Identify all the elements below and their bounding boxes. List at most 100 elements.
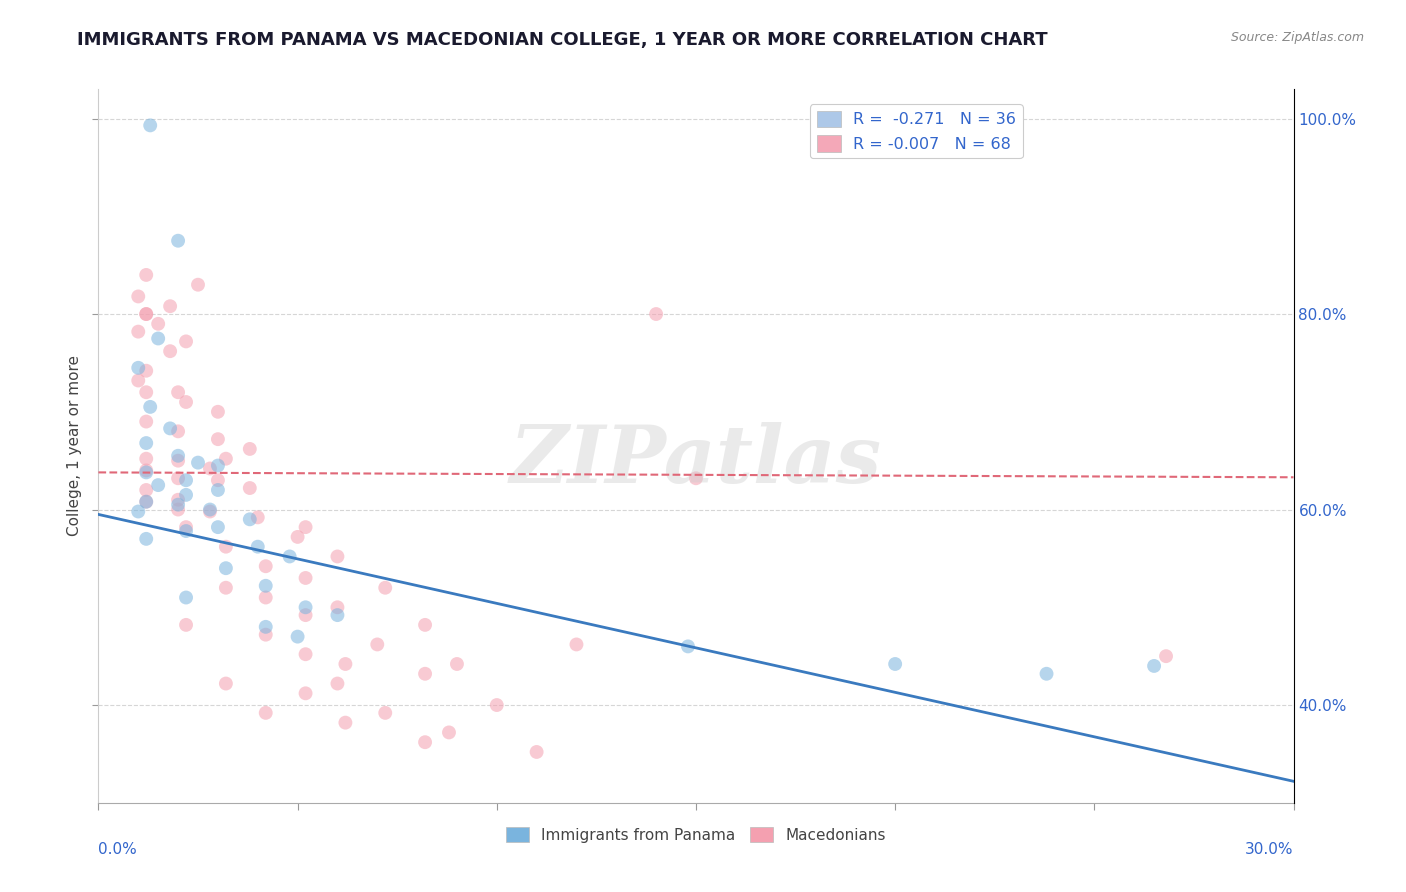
Point xyxy=(127,504,149,518)
Point xyxy=(374,581,396,595)
Point xyxy=(167,425,190,439)
Point xyxy=(139,400,162,414)
Point xyxy=(135,268,157,282)
Point xyxy=(135,436,157,450)
Point xyxy=(254,559,277,574)
Point xyxy=(215,676,238,690)
Point xyxy=(294,686,316,700)
Point xyxy=(167,492,190,507)
Point xyxy=(167,453,190,467)
Point xyxy=(167,234,190,248)
Point xyxy=(254,706,277,720)
Point xyxy=(135,494,157,508)
Point xyxy=(135,483,157,497)
Point xyxy=(215,581,238,595)
Point xyxy=(174,395,197,409)
Point xyxy=(207,405,229,419)
Point xyxy=(198,504,221,518)
Point xyxy=(335,715,357,730)
Point xyxy=(326,608,349,623)
Text: 0.0%: 0.0% xyxy=(98,842,138,856)
Point xyxy=(167,449,190,463)
Point xyxy=(174,591,197,605)
Point xyxy=(174,488,197,502)
Point xyxy=(215,451,238,466)
Point xyxy=(239,442,262,456)
Point xyxy=(246,510,269,524)
Text: ZIPatlas: ZIPatlas xyxy=(510,422,882,499)
Point xyxy=(254,628,277,642)
Point xyxy=(645,307,668,321)
Point xyxy=(437,725,460,739)
Point xyxy=(198,461,221,475)
Point xyxy=(135,451,157,466)
Point xyxy=(215,540,238,554)
Point xyxy=(1154,649,1177,664)
Point xyxy=(174,524,197,538)
Point xyxy=(167,385,190,400)
Point xyxy=(167,498,190,512)
Point xyxy=(135,415,157,429)
Point xyxy=(884,657,907,671)
Point xyxy=(148,331,170,345)
Point xyxy=(207,458,229,473)
Point xyxy=(287,630,309,644)
Point xyxy=(326,549,349,564)
Point xyxy=(207,473,229,487)
Text: 30.0%: 30.0% xyxy=(1246,842,1294,856)
Point xyxy=(278,549,301,564)
Point xyxy=(413,666,436,681)
Point xyxy=(127,374,149,388)
Point xyxy=(326,676,349,690)
Point xyxy=(159,344,181,359)
Point xyxy=(174,520,197,534)
Point xyxy=(294,647,316,661)
Point xyxy=(135,307,157,321)
Point xyxy=(148,478,170,492)
Point xyxy=(215,561,238,575)
Point xyxy=(135,385,157,400)
Y-axis label: College, 1 year or more: College, 1 year or more xyxy=(67,356,83,536)
Point xyxy=(159,421,181,435)
Point xyxy=(294,571,316,585)
Point xyxy=(174,334,197,349)
Point xyxy=(139,119,162,133)
Point xyxy=(187,456,209,470)
Point xyxy=(254,579,277,593)
Point xyxy=(676,640,699,654)
Point xyxy=(127,360,149,375)
Point xyxy=(239,512,262,526)
Point xyxy=(187,277,209,292)
Point xyxy=(294,600,316,615)
Point xyxy=(167,471,190,485)
Point xyxy=(335,657,357,671)
Point xyxy=(207,520,229,534)
Point xyxy=(685,471,707,485)
Point xyxy=(239,481,262,495)
Point xyxy=(207,432,229,446)
Point xyxy=(526,745,548,759)
Point xyxy=(135,532,157,546)
Point xyxy=(159,299,181,313)
Point xyxy=(287,530,309,544)
Point xyxy=(485,698,508,712)
Point xyxy=(1035,666,1057,681)
Text: Source: ZipAtlas.com: Source: ZipAtlas.com xyxy=(1230,31,1364,45)
Point xyxy=(446,657,468,671)
Point xyxy=(174,618,197,632)
Point xyxy=(294,520,316,534)
Point xyxy=(374,706,396,720)
Point xyxy=(127,325,149,339)
Point xyxy=(413,618,436,632)
Point xyxy=(135,463,157,477)
Point xyxy=(127,289,149,303)
Point xyxy=(254,591,277,605)
Point xyxy=(413,735,436,749)
Point xyxy=(565,637,588,651)
Point xyxy=(246,540,269,554)
Point xyxy=(135,364,157,378)
Point xyxy=(135,466,157,480)
Text: IMMIGRANTS FROM PANAMA VS MACEDONIAN COLLEGE, 1 YEAR OR MORE CORRELATION CHART: IMMIGRANTS FROM PANAMA VS MACEDONIAN COL… xyxy=(77,31,1047,49)
Point xyxy=(207,483,229,497)
Point xyxy=(167,502,190,516)
